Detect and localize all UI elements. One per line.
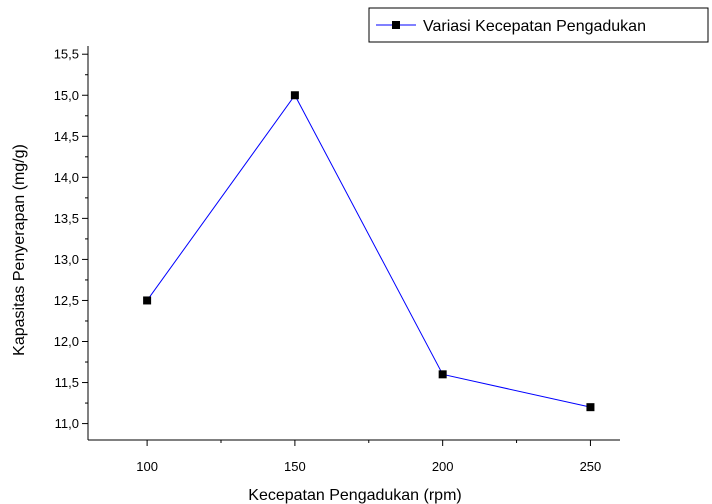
y-tick-label: 12,0	[54, 334, 79, 349]
y-axis-title: Kapasitas Penyerapan (mg/g)	[11, 144, 28, 356]
data-point-marker	[586, 403, 595, 412]
y-axis-ticks: 11,0 11,5 12,0 12,5 13,0 13,5 14,0 14,5 15,0 15,5	[54, 47, 88, 431]
x-axis-ticks: 100 150 200 250	[136, 440, 601, 474]
y-tick-label: 14,5	[54, 129, 79, 144]
x-axis-title: Kecepatan Pengadukan (rpm)	[248, 487, 461, 504]
y-tick-label: 11,5	[55, 375, 79, 390]
data-point-marker	[143, 296, 152, 305]
y-tick-label: 15,5	[54, 47, 79, 62]
x-tick-label: 200	[432, 459, 454, 474]
series-group	[143, 91, 595, 412]
y-tick-label: 13,0	[54, 252, 79, 267]
x-tick-label: 150	[284, 459, 306, 474]
data-point-marker	[438, 370, 447, 379]
x-tick-label: 100	[136, 459, 158, 474]
y-tick-label: 13,5	[54, 211, 79, 226]
data-point-marker	[290, 91, 299, 100]
legend-marker-swatch	[392, 21, 400, 29]
y-tick-label: 14,0	[54, 170, 79, 185]
y-tick-label: 12,5	[54, 293, 79, 308]
x-tick-label: 250	[580, 459, 602, 474]
legend-box	[368, 7, 709, 43]
legend-label: Variasi Kecepatan Pengadukan	[423, 18, 646, 35]
y-tick-label: 11,0	[55, 416, 79, 431]
legend: Variasi Kecepatan Pengadukan	[368, 7, 709, 43]
series-line	[146, 94, 591, 408]
y-tick-label: 15,0	[54, 88, 79, 103]
